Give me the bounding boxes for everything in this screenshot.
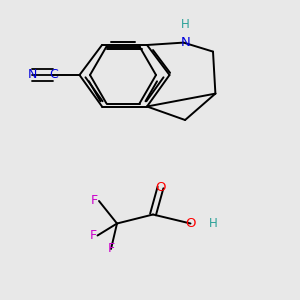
Text: C: C <box>49 68 58 82</box>
Text: F: F <box>89 229 97 242</box>
Text: N: N <box>28 68 37 82</box>
Text: F: F <box>91 194 98 208</box>
Text: H: H <box>181 17 190 31</box>
Text: O: O <box>155 181 166 194</box>
Text: O: O <box>185 217 196 230</box>
Text: F: F <box>107 242 115 256</box>
Text: H: H <box>208 217 217 230</box>
Text: N: N <box>181 36 191 49</box>
